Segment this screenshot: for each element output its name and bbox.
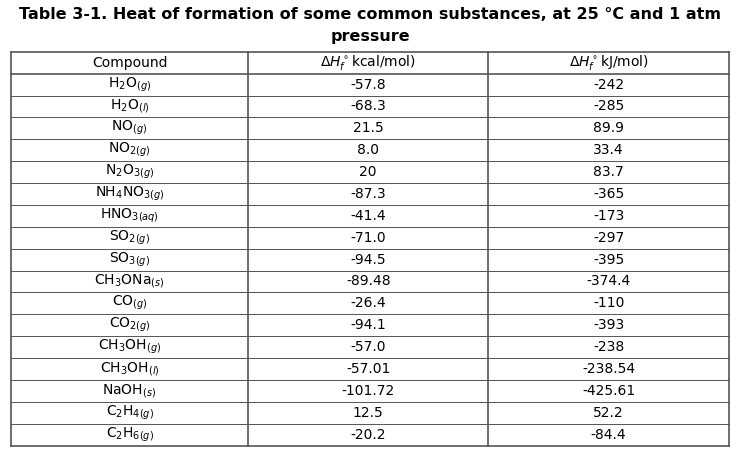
Text: NH$_4$NO$_{3(g)}$: NH$_4$NO$_{3(g)}$	[95, 185, 164, 203]
Text: pressure: pressure	[330, 29, 410, 44]
Text: 33.4: 33.4	[593, 143, 624, 157]
Text: -41.4: -41.4	[351, 209, 386, 223]
Text: -425.61: -425.61	[582, 384, 636, 398]
Text: -242: -242	[593, 77, 625, 91]
Text: 21.5: 21.5	[353, 122, 383, 135]
Text: SO$_{2(g)}$: SO$_{2(g)}$	[109, 229, 150, 247]
Text: -57.0: -57.0	[351, 340, 386, 354]
Text: -173: -173	[593, 209, 625, 223]
Text: -71.0: -71.0	[351, 231, 386, 245]
Text: C$_2$H$_{4(g)}$: C$_2$H$_{4(g)}$	[106, 404, 154, 422]
Text: 12.5: 12.5	[353, 406, 383, 420]
Text: -94.1: -94.1	[350, 318, 386, 332]
Text: -57.01: -57.01	[346, 362, 391, 376]
Text: Table 3-1. Heat of formation of some common substances, at 25 °C and 1 atm: Table 3-1. Heat of formation of some com…	[19, 7, 721, 22]
Text: -393: -393	[593, 318, 625, 332]
Text: -94.5: -94.5	[351, 252, 386, 266]
Text: -365: -365	[593, 187, 625, 201]
Text: NO$_{(g)}$: NO$_{(g)}$	[112, 119, 148, 137]
Text: -285: -285	[593, 99, 625, 113]
Text: N$_2$O$_{3(g)}$: N$_2$O$_{3(g)}$	[105, 163, 154, 181]
Text: -57.8: -57.8	[351, 77, 386, 91]
Text: CH$_3$ONa$_{(s)}$: CH$_3$ONa$_{(s)}$	[94, 272, 165, 290]
Text: -68.3: -68.3	[350, 99, 386, 113]
Text: -20.2: -20.2	[351, 428, 386, 441]
Text: Compound: Compound	[92, 56, 167, 70]
Text: $\Delta H_f^\circ$kJ/mol): $\Delta H_f^\circ$kJ/mol)	[568, 53, 649, 72]
Text: H$_2$O$_{(g)}$: H$_2$O$_{(g)}$	[108, 76, 151, 94]
Text: H$_2$O$_{(l)}$: H$_2$O$_{(l)}$	[110, 98, 149, 116]
Text: HNO$_{3(aq)}$: HNO$_{3(aq)}$	[100, 207, 159, 225]
Text: -84.4: -84.4	[591, 428, 627, 441]
Text: -26.4: -26.4	[351, 296, 386, 310]
Text: CO$_{(g)}$: CO$_{(g)}$	[112, 294, 147, 312]
Text: 83.7: 83.7	[593, 165, 624, 179]
Text: -238: -238	[593, 340, 625, 354]
Text: $\Delta H_f^\circ$kcal/mol): $\Delta H_f^\circ$kcal/mol)	[320, 53, 416, 72]
Text: NaOH$_{(s)}$: NaOH$_{(s)}$	[102, 382, 157, 400]
Text: 52.2: 52.2	[593, 406, 624, 420]
Text: C$_2$H$_{6(g)}$: C$_2$H$_{6(g)}$	[106, 425, 154, 444]
Text: -238.54: -238.54	[582, 362, 635, 376]
Text: -110: -110	[593, 296, 625, 310]
Text: CO$_{2(g)}$: CO$_{2(g)}$	[109, 316, 150, 334]
Text: -297: -297	[593, 231, 625, 245]
Text: 8.0: 8.0	[357, 143, 379, 157]
Text: -374.4: -374.4	[587, 274, 630, 288]
Text: -101.72: -101.72	[342, 384, 395, 398]
Text: CH$_3$OH$_{(l)}$: CH$_3$OH$_{(l)}$	[100, 360, 159, 378]
Text: 89.9: 89.9	[593, 122, 624, 135]
Text: -395: -395	[593, 252, 625, 266]
Text: NO$_{2(g)}$: NO$_{2(g)}$	[108, 141, 151, 159]
Text: -89.48: -89.48	[346, 274, 391, 288]
Text: 20: 20	[360, 165, 377, 179]
Text: CH$_3$OH$_{(g)}$: CH$_3$OH$_{(g)}$	[98, 338, 161, 356]
Text: -87.3: -87.3	[351, 187, 386, 201]
Text: SO$_{3(g)}$: SO$_{3(g)}$	[109, 250, 150, 269]
